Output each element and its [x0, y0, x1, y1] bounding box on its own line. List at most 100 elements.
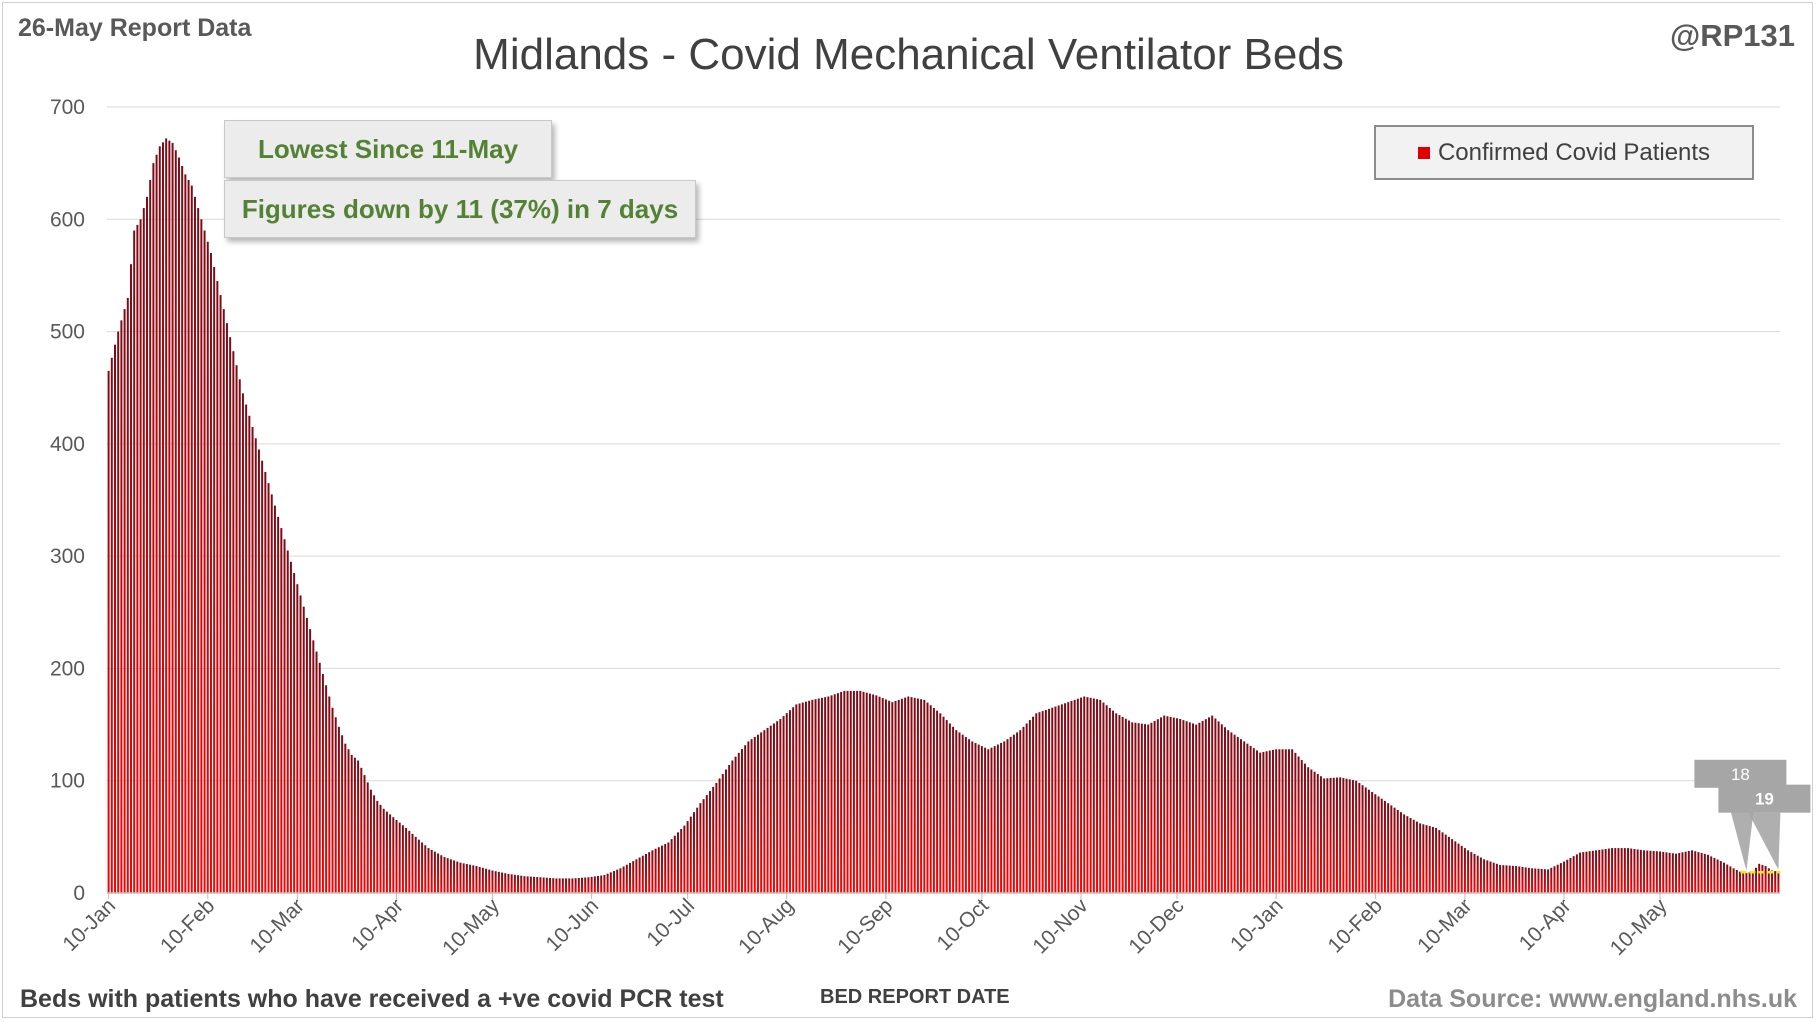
bar — [993, 746, 996, 893]
bar — [357, 760, 360, 893]
bar — [696, 807, 699, 893]
bar — [1367, 789, 1370, 893]
bar — [1655, 851, 1658, 893]
bar — [984, 747, 987, 893]
bar — [862, 691, 865, 893]
bar — [1105, 705, 1108, 893]
bar — [1348, 779, 1351, 893]
bar — [430, 849, 433, 893]
chart-title: Midlands - Covid Mechanical Ventilator B… — [473, 30, 1344, 79]
bar — [1550, 867, 1553, 893]
bar — [261, 460, 264, 893]
bar — [475, 866, 478, 893]
bar — [734, 756, 737, 893]
x-tick-label: 10-May — [1606, 894, 1672, 960]
bar — [280, 528, 283, 893]
bar — [1575, 854, 1578, 893]
bar — [897, 699, 900, 893]
bar — [110, 357, 113, 893]
bar — [1537, 868, 1540, 893]
bar — [1524, 867, 1527, 893]
bar — [1016, 732, 1019, 893]
bar — [1399, 812, 1402, 893]
bar — [216, 281, 219, 893]
bar — [318, 662, 321, 893]
bar — [405, 827, 408, 893]
bar — [344, 743, 347, 893]
bar — [795, 704, 798, 893]
bar — [811, 699, 814, 893]
bar — [1422, 824, 1425, 893]
bar — [1265, 751, 1268, 893]
weekly-change-callout: Figures down by 11 (37%) in 7 days — [224, 180, 696, 238]
bar — [385, 811, 388, 893]
bar — [747, 741, 750, 893]
bar — [1617, 848, 1620, 893]
bar — [1025, 723, 1028, 893]
bar — [373, 795, 376, 893]
bar — [1751, 871, 1754, 893]
bar — [1611, 848, 1614, 893]
bar — [1719, 861, 1722, 893]
bar — [1060, 704, 1063, 893]
bar — [305, 617, 308, 893]
bar — [209, 252, 212, 893]
bar — [408, 830, 411, 893]
bar — [1227, 730, 1230, 893]
bar — [1652, 851, 1655, 893]
bar — [264, 471, 267, 893]
bar — [1588, 851, 1591, 893]
bar — [964, 736, 967, 893]
bar — [1262, 751, 1265, 893]
bar — [1012, 734, 1015, 893]
bar — [1172, 717, 1175, 893]
bar — [1108, 707, 1111, 893]
legend: Confirmed Covid Patients — [1374, 125, 1754, 180]
bar — [1579, 852, 1582, 893]
bar — [1300, 760, 1303, 893]
bar — [1518, 866, 1521, 893]
bar — [1527, 867, 1530, 893]
bar — [1246, 743, 1249, 893]
bar — [449, 859, 452, 893]
bar — [1192, 723, 1195, 893]
bar — [600, 875, 603, 893]
bar — [683, 825, 686, 893]
bar — [478, 866, 481, 893]
bar — [1495, 863, 1498, 893]
bar — [520, 875, 523, 893]
bar — [219, 295, 222, 893]
bar — [411, 833, 414, 893]
bar — [1028, 720, 1031, 893]
bar — [1735, 869, 1738, 893]
bar — [692, 812, 695, 893]
bar — [785, 713, 788, 893]
bar — [549, 877, 552, 893]
bar — [581, 877, 584, 893]
bar — [1505, 865, 1508, 893]
x-tick-label: 10-May — [438, 894, 504, 960]
bar — [136, 224, 139, 893]
bar — [382, 808, 385, 893]
bar — [1188, 722, 1191, 893]
bar — [728, 764, 731, 893]
bar — [648, 852, 651, 893]
bar — [555, 878, 558, 893]
bar — [504, 873, 507, 893]
bar — [1134, 722, 1137, 893]
bar — [501, 872, 504, 893]
bar — [1595, 850, 1598, 893]
bar — [1000, 742, 1003, 893]
bar — [453, 860, 456, 893]
bar — [836, 693, 839, 893]
bar — [782, 716, 785, 893]
bar — [363, 775, 366, 893]
bar — [360, 767, 363, 893]
bar — [1156, 719, 1159, 893]
x-tick-label: 10-Mar — [246, 894, 309, 957]
bar — [389, 814, 392, 893]
bar — [1412, 819, 1415, 893]
bar — [184, 174, 187, 893]
bar — [1691, 850, 1694, 893]
bar — [1137, 723, 1140, 893]
